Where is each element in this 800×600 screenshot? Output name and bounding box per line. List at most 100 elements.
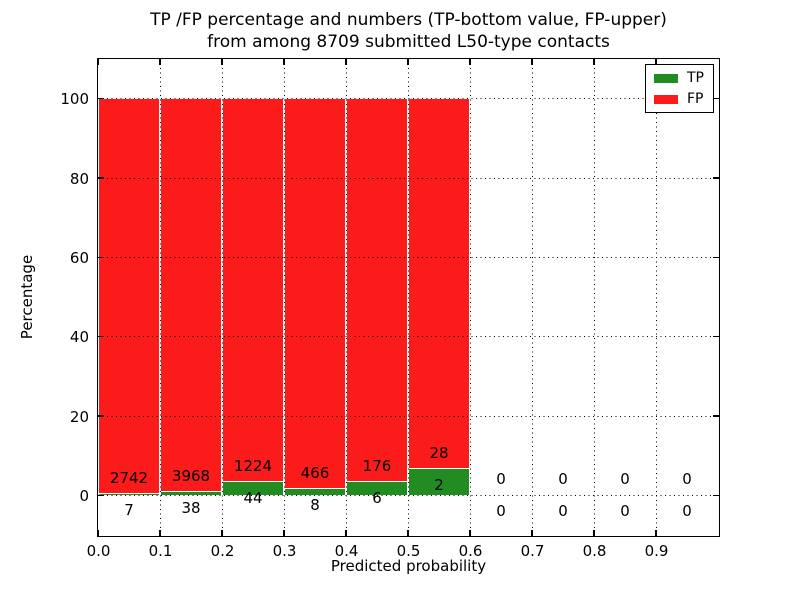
vertical-gridline xyxy=(593,59,595,536)
legend-label-fp: FP xyxy=(687,91,704,107)
x-axis-label: Predicted probability xyxy=(330,557,487,575)
horizontal-gridline xyxy=(98,177,719,179)
x-tick-mark xyxy=(407,530,409,536)
tp-count-label: 44 xyxy=(243,488,263,507)
y-tick-label: 0 xyxy=(79,486,89,505)
y-tick-mark xyxy=(713,97,719,100)
y-tick-mark xyxy=(98,177,104,179)
x-tick-mark xyxy=(221,59,223,65)
bar-column xyxy=(346,97,408,496)
y-tick-mark xyxy=(98,335,104,338)
y-tick-label: 100 xyxy=(60,90,89,109)
x-tick-mark xyxy=(655,59,657,65)
fp-count-label: 28 xyxy=(429,443,449,462)
bar-segment-tp xyxy=(285,488,345,496)
plot-area: 2742 7 3968 38 1224 44 466 8 176 6 28 2 0 0 0 0 0 0 0 0 TP F… xyxy=(97,58,720,537)
vertical-gridline xyxy=(221,59,223,536)
y-tick-label: 80 xyxy=(69,169,89,188)
bar-segment-fp xyxy=(347,98,407,483)
x-tick-label: 0.5 xyxy=(396,542,421,560)
legend-row: FP xyxy=(654,91,704,107)
x-tick-mark xyxy=(469,59,471,65)
x-tick-mark xyxy=(407,59,409,65)
x-tick-label: 0.3 xyxy=(272,542,297,560)
x-tick-mark xyxy=(345,530,347,536)
y-tick-label: 40 xyxy=(69,328,89,347)
bar-segment-fp xyxy=(223,98,283,482)
tp-count-label: 6 xyxy=(372,489,382,508)
legend-row: TP xyxy=(654,70,704,86)
x-tick-label: 0.6 xyxy=(458,542,483,560)
fp-count-label: 176 xyxy=(362,457,392,476)
tp-count-label: 2 xyxy=(434,475,444,494)
y-tick-mark xyxy=(98,256,104,259)
x-tick-label: 0.2 xyxy=(210,542,235,560)
vertical-gridline xyxy=(159,59,161,536)
tp-count-label: 0 xyxy=(496,502,506,521)
x-tick-mark xyxy=(97,59,99,65)
bar-segment-tp xyxy=(347,482,407,496)
legend-swatch-tp xyxy=(654,73,678,83)
bar-column xyxy=(98,97,160,496)
x-tick-label: 0.7 xyxy=(520,542,545,560)
bar-column xyxy=(160,97,222,496)
y-tick-mark xyxy=(713,335,719,338)
y-tick-mark xyxy=(713,415,719,417)
chart-title-line1: TP /FP percentage and numbers (TP-bottom… xyxy=(150,10,667,30)
bar-column xyxy=(408,97,470,496)
tp-count-label: 8 xyxy=(310,495,320,514)
tp-count-label: 0 xyxy=(682,502,692,521)
x-tick-label: 0.8 xyxy=(582,542,607,560)
tp-count-label: 0 xyxy=(620,502,630,521)
x-tick-label: 0.9 xyxy=(644,542,669,560)
x-tick-mark xyxy=(593,530,595,536)
bar-segment-tp xyxy=(99,494,159,496)
y-tick-label: 60 xyxy=(69,248,89,267)
vertical-gridline xyxy=(655,59,657,536)
fp-count-label: 2742 xyxy=(109,469,149,488)
y-tick-mark xyxy=(713,177,719,179)
horizontal-gridline xyxy=(98,494,719,496)
x-tick-mark xyxy=(655,530,657,536)
y-tick-mark xyxy=(98,97,104,100)
x-tick-label: 0.1 xyxy=(148,542,173,560)
chart-title-line2: from among 8709 submitted L50-type conta… xyxy=(207,32,610,52)
tp-count-label: 38 xyxy=(181,498,201,517)
vertical-gridline xyxy=(345,59,347,536)
bar-segment-tp xyxy=(223,481,283,496)
horizontal-gridline xyxy=(98,256,719,258)
bar-column xyxy=(284,97,346,496)
fp-count-label: 0 xyxy=(558,470,568,489)
x-tick-mark xyxy=(221,530,223,536)
bar-segment-tp xyxy=(409,468,469,496)
legend: TP FP xyxy=(645,64,714,113)
legend-label-tp: TP xyxy=(687,70,704,86)
y-axis-label: Percentage xyxy=(18,254,36,340)
fp-count-label: 0 xyxy=(496,470,506,489)
fp-count-label: 3968 xyxy=(171,466,211,485)
vertical-gridline xyxy=(531,59,533,536)
fp-count-label: 1224 xyxy=(233,456,273,475)
bar-segment-fp xyxy=(409,98,469,469)
y-tick-mark xyxy=(713,494,719,497)
bar-segment-fp xyxy=(285,98,345,489)
x-tick-mark xyxy=(97,530,99,536)
horizontal-gridline xyxy=(98,98,719,100)
x-tick-mark xyxy=(531,59,533,65)
y-tick-label: 20 xyxy=(69,407,89,426)
vertical-gridline xyxy=(407,59,409,536)
bar-segment-fp xyxy=(99,98,159,495)
x-tick-mark xyxy=(593,59,595,65)
horizontal-gridline xyxy=(98,336,719,338)
y-tick-mark xyxy=(98,415,104,417)
fp-count-label: 466 xyxy=(300,463,330,482)
tp-count-label: 0 xyxy=(558,502,568,521)
bar-segment-tp xyxy=(161,491,221,496)
tp-count-label: 7 xyxy=(124,501,134,520)
x-tick-label: 0.0 xyxy=(86,542,111,560)
fp-count-label: 0 xyxy=(682,470,692,489)
x-tick-mark xyxy=(159,530,161,536)
x-tick-label: 0.4 xyxy=(334,542,359,560)
vertical-gridline xyxy=(469,59,471,536)
